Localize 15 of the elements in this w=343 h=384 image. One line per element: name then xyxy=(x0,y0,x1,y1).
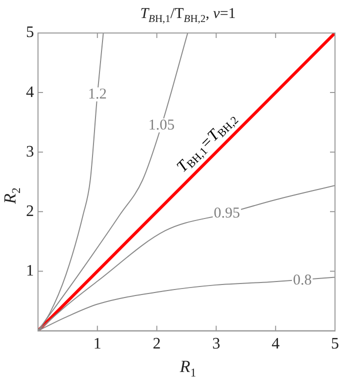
y-tick-label: 1 xyxy=(26,262,34,280)
y-tick-label: 3 xyxy=(26,143,34,160)
x-tick-label: 4 xyxy=(272,336,280,353)
y-tick-label: 2 xyxy=(26,202,34,220)
x-tick-label: 3 xyxy=(212,336,220,353)
annotation: 1.2 xyxy=(88,86,107,102)
x-tick-label: 5 xyxy=(331,336,339,353)
annotation: 1.05 xyxy=(148,117,175,134)
y-tick-label: 5 xyxy=(26,24,34,42)
chart-title: T$_{B}$$_{H,1}$/T$_{B}$$_{H,2}$, ν=1 xyxy=(140,6,236,25)
x-tick-label: 2 xyxy=(152,336,161,353)
y-tick-label: 4 xyxy=(26,84,34,101)
annotation: 0.8 xyxy=(292,272,312,289)
x-axis-title: R$_{1}$ xyxy=(180,356,196,379)
x-tick-label: 1 xyxy=(93,336,102,353)
